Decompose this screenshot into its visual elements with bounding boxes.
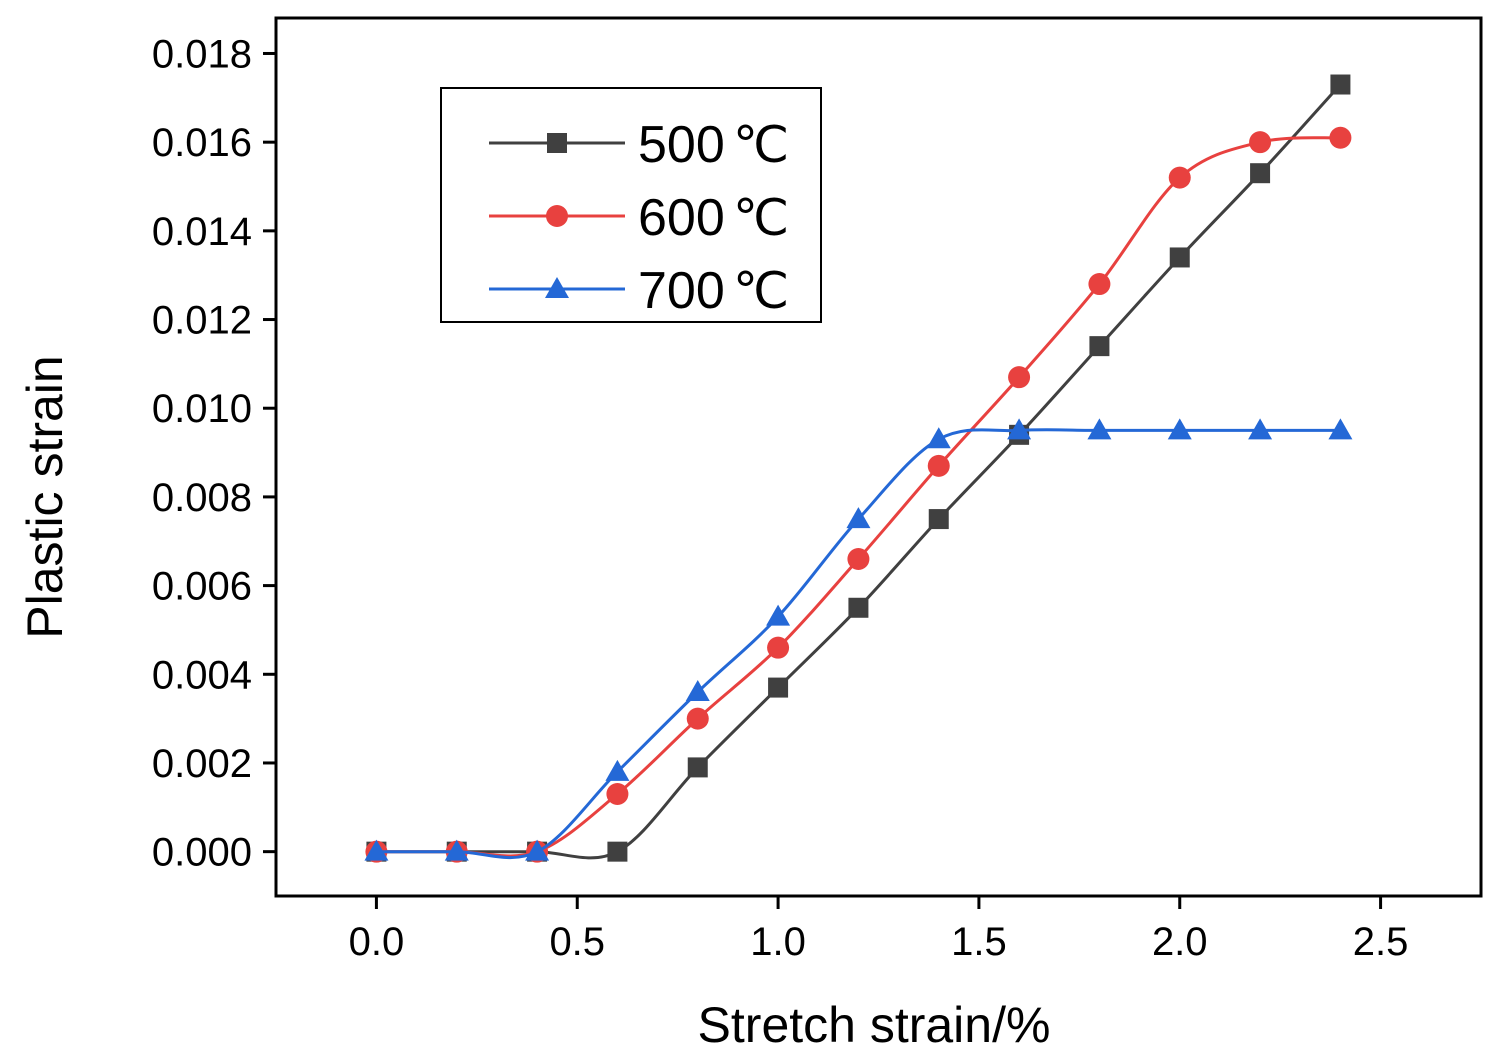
data-point-600 (686, 707, 709, 730)
y-axis-title: Plastic strain (17, 355, 73, 638)
data-point-600 (927, 454, 950, 477)
data-point-700 (766, 604, 791, 626)
x-tick-label: 2.5 (1353, 920, 1409, 964)
data-point-600 (606, 783, 629, 806)
legend-label-500: 500 (638, 116, 725, 174)
series-600 (365, 126, 1352, 863)
data-point-500 (1169, 247, 1190, 268)
x-axis-ticks: 0.0 0.5 1.0 1.5 2.0 2.5 (349, 896, 1409, 964)
legend-marker-700 (545, 277, 569, 298)
y-tick-label: 0.008 (152, 476, 252, 520)
data-point-700 (685, 680, 710, 702)
data-point-700 (1248, 418, 1273, 440)
y-tick-label: 0.010 (152, 387, 252, 431)
data-point-700 (1328, 418, 1353, 440)
data-point-700 (926, 427, 951, 449)
x-axis-title: Stretch strain/% (698, 997, 1051, 1053)
x-tick-label: 1.5 (951, 920, 1007, 964)
y-tick-label: 0.018 (152, 32, 252, 76)
x-tick-label: 1.0 (750, 920, 806, 964)
legend-unit-600: ℃ (733, 190, 789, 246)
data-point-700 (1087, 418, 1112, 440)
y-tick-label: 0.014 (152, 210, 252, 254)
data-point-500 (607, 841, 628, 862)
legend-unit-500: ℃ (733, 117, 789, 173)
x-tick-label: 0.5 (549, 920, 605, 964)
data-point-500 (1250, 163, 1271, 184)
plot-frame (274, 16, 1483, 898)
y-tick-label: 0.002 (152, 742, 252, 786)
y-axis-ticks: 0.000 0.002 0.004 0.006 0.008 0.010 0.012 0.014… (152, 32, 276, 875)
data-point-500 (687, 757, 708, 778)
data-point-600 (1168, 166, 1191, 189)
legend-marker-600 (546, 205, 568, 227)
data-point-600 (1088, 273, 1111, 296)
data-point-700 (1007, 418, 1032, 440)
data-point-700 (605, 759, 630, 781)
data-point-600 (767, 636, 790, 659)
data-point-700 (364, 839, 389, 861)
data-point-700 (1167, 418, 1192, 440)
legend-box (440, 87, 822, 323)
y-tick-label: 0.006 (152, 565, 252, 609)
legend-unit-700: ℃ (733, 263, 789, 319)
data-point-500 (1089, 336, 1110, 357)
x-tick-label: 0.0 (349, 920, 405, 964)
data-point-500 (768, 677, 789, 698)
series-700 (364, 418, 1353, 861)
legend-item-600: 600 ℃ (489, 189, 789, 247)
data-point-700 (846, 507, 871, 529)
data-point-600 (1008, 366, 1031, 389)
data-point-700 (525, 839, 550, 861)
data-point-500 (848, 597, 869, 618)
data-point-600 (1329, 126, 1352, 149)
y-tick-label: 0.004 (152, 653, 252, 697)
legend-label-600: 600 (638, 189, 725, 247)
y-tick-label: 0.000 (152, 831, 252, 875)
data-point-600 (847, 547, 870, 570)
data-point-500 (1330, 74, 1351, 95)
plot-area (274, 16, 1483, 898)
legend-marker-500 (547, 133, 567, 153)
data-point-600 (1249, 131, 1272, 154)
data-point-700 (444, 839, 469, 861)
y-tick-label: 0.012 (152, 299, 252, 343)
legend-item-700: 700 ℃ (489, 262, 789, 320)
y-tick-label: 0.016 (152, 121, 252, 165)
data-point-500 (928, 509, 949, 530)
legend-label-700: 700 (638, 262, 725, 320)
legend-item-500: 500 ℃ (489, 116, 789, 174)
series-line-700 (376, 428, 1341, 860)
series-layer (364, 74, 1353, 863)
x-tick-label: 2.0 (1152, 920, 1208, 964)
